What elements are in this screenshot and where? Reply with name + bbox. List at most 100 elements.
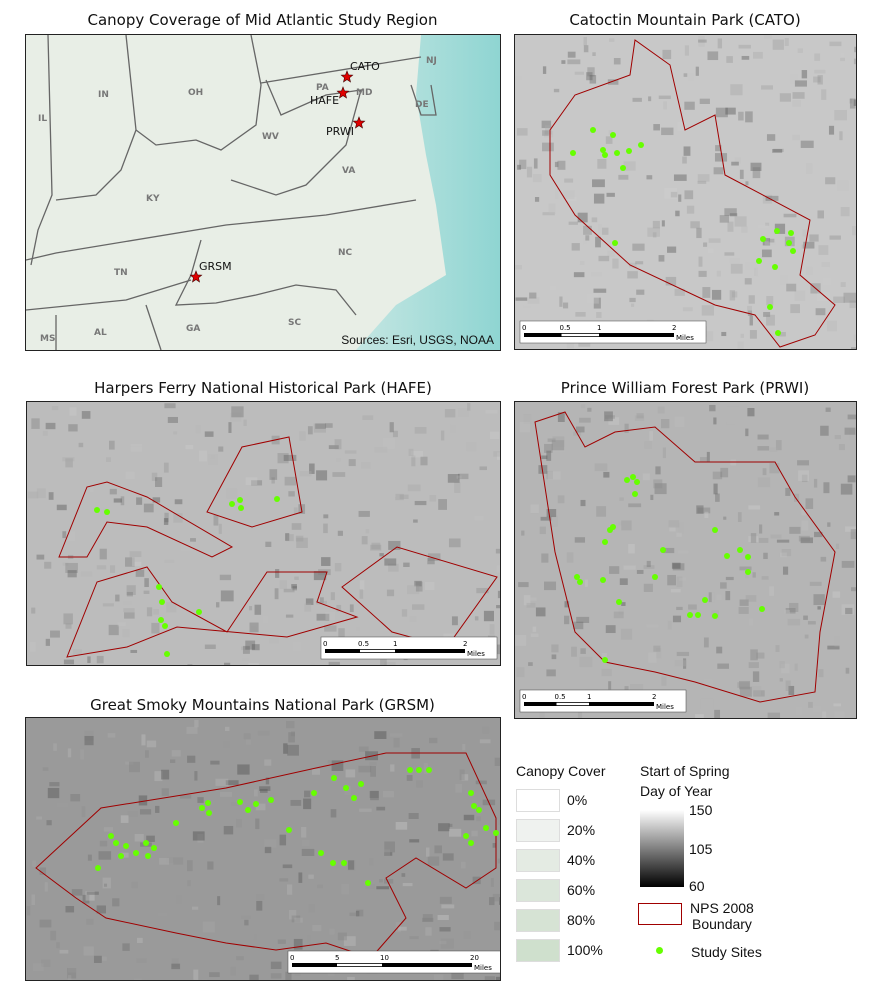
study-site <box>468 840 474 846</box>
state-label: DE <box>415 100 429 110</box>
scale-label: 0 <box>522 324 526 332</box>
grsm-title: Great Smoky Mountains National Park (GRS… <box>90 696 435 714</box>
study-site <box>612 240 618 246</box>
study-site <box>626 148 632 154</box>
study-site <box>365 880 371 886</box>
study-site <box>274 496 280 502</box>
study-site <box>577 579 583 585</box>
study-site <box>600 577 606 583</box>
park-boundary <box>534 411 836 703</box>
study-site <box>600 147 606 153</box>
state-label: TN <box>114 268 128 278</box>
overview-map: IN OH IL PA NJ MD DE WV KY VA NC TN SC GA AL MS CATO HAF… <box>25 34 501 351</box>
scale-label: 1 <box>587 693 591 701</box>
park-boundary <box>35 752 497 959</box>
boundary-swatch <box>638 903 682 925</box>
scale-label: Miles <box>676 334 694 342</box>
map-sources: Sources: Esri, USGS, NOAA <box>341 333 494 347</box>
canopy-swatch <box>516 849 560 872</box>
state-label: PA <box>316 83 329 93</box>
state-label: MS <box>40 334 55 344</box>
study-site <box>158 617 164 623</box>
state-label: KY <box>146 194 160 204</box>
study-site <box>416 767 422 773</box>
overview-title: Canopy Coverage of Mid Atlantic Study Re… <box>87 11 438 29</box>
sos-tick-105: 105 <box>689 841 713 857</box>
sos-colorbar <box>640 810 684 887</box>
study-site <box>574 574 580 580</box>
study-site <box>745 569 751 575</box>
study-sites-label: Study Sites <box>691 944 762 960</box>
study-site <box>634 479 640 485</box>
boundary-label-1: NPS 2008 <box>690 900 754 916</box>
park-boundary <box>549 39 836 348</box>
study-site <box>602 657 608 663</box>
scale-label: 0 <box>323 640 327 648</box>
study-site <box>118 853 124 859</box>
study-site <box>351 795 357 801</box>
state-label: SC <box>288 318 301 328</box>
study-site <box>151 845 157 851</box>
state-label: OH <box>188 88 203 98</box>
study-site <box>772 264 778 270</box>
study-site <box>426 767 432 773</box>
study-site <box>767 304 773 310</box>
prwi-title: Prince William Forest Park (PRWI) <box>560 379 810 397</box>
canopy-swatch <box>516 879 560 902</box>
site-label: CATO <box>350 60 380 73</box>
study-site <box>358 781 364 787</box>
study-site <box>788 230 794 236</box>
study-site <box>652 574 658 580</box>
study-site <box>343 785 349 791</box>
study-site <box>143 840 149 846</box>
site-star-icon <box>189 270 203 283</box>
study-site <box>206 810 212 816</box>
park-boundary <box>58 481 234 558</box>
study-site <box>476 807 482 813</box>
scale-bar <box>519 689 687 713</box>
study-site <box>756 258 762 264</box>
study-site <box>570 150 576 156</box>
study-site <box>471 803 477 809</box>
canopy-swatch <box>516 819 560 842</box>
study-site <box>407 767 413 773</box>
study-site <box>94 507 100 513</box>
scale-bar <box>320 636 498 660</box>
site-star-icon <box>340 70 354 83</box>
park-boundary <box>66 566 359 658</box>
study-site <box>602 152 608 158</box>
state-label: IL <box>38 114 47 124</box>
scale-bar <box>287 950 500 974</box>
study-site <box>286 827 292 833</box>
sos-legend-title-1: Start of Spring <box>640 763 730 779</box>
study-site <box>199 805 205 811</box>
site-star-icon <box>352 116 366 129</box>
study-site <box>123 843 129 849</box>
study-site <box>463 833 469 839</box>
study-site <box>164 651 170 657</box>
state-label: AL <box>94 328 107 338</box>
study-site <box>702 597 708 603</box>
study-site <box>156 584 162 590</box>
study-site <box>775 330 781 336</box>
study-site <box>660 547 666 553</box>
sos-tick-150: 150 <box>689 802 713 818</box>
study-site <box>238 505 244 511</box>
scale-label: 2 <box>463 640 467 648</box>
canopy-label: 80% <box>567 912 596 928</box>
study-site <box>695 612 701 618</box>
canopy-label: 100% <box>567 942 603 958</box>
study-site <box>173 820 179 826</box>
hafe-map: 0 0.5 1 2 Miles <box>26 401 501 666</box>
hafe-title: Harpers Ferry National Historical Park (… <box>94 379 432 397</box>
study-site <box>624 477 630 483</box>
study-site <box>786 240 792 246</box>
study-site-marker <box>656 947 663 954</box>
state-label: IN <box>98 90 109 100</box>
scale-label: 1 <box>597 324 601 332</box>
state-label: MD <box>356 88 372 98</box>
state-label: WV <box>262 132 279 142</box>
canopy-swatch <box>516 789 560 812</box>
scale-label: Miles <box>467 650 485 658</box>
scale-label: 0.5 <box>560 324 571 332</box>
